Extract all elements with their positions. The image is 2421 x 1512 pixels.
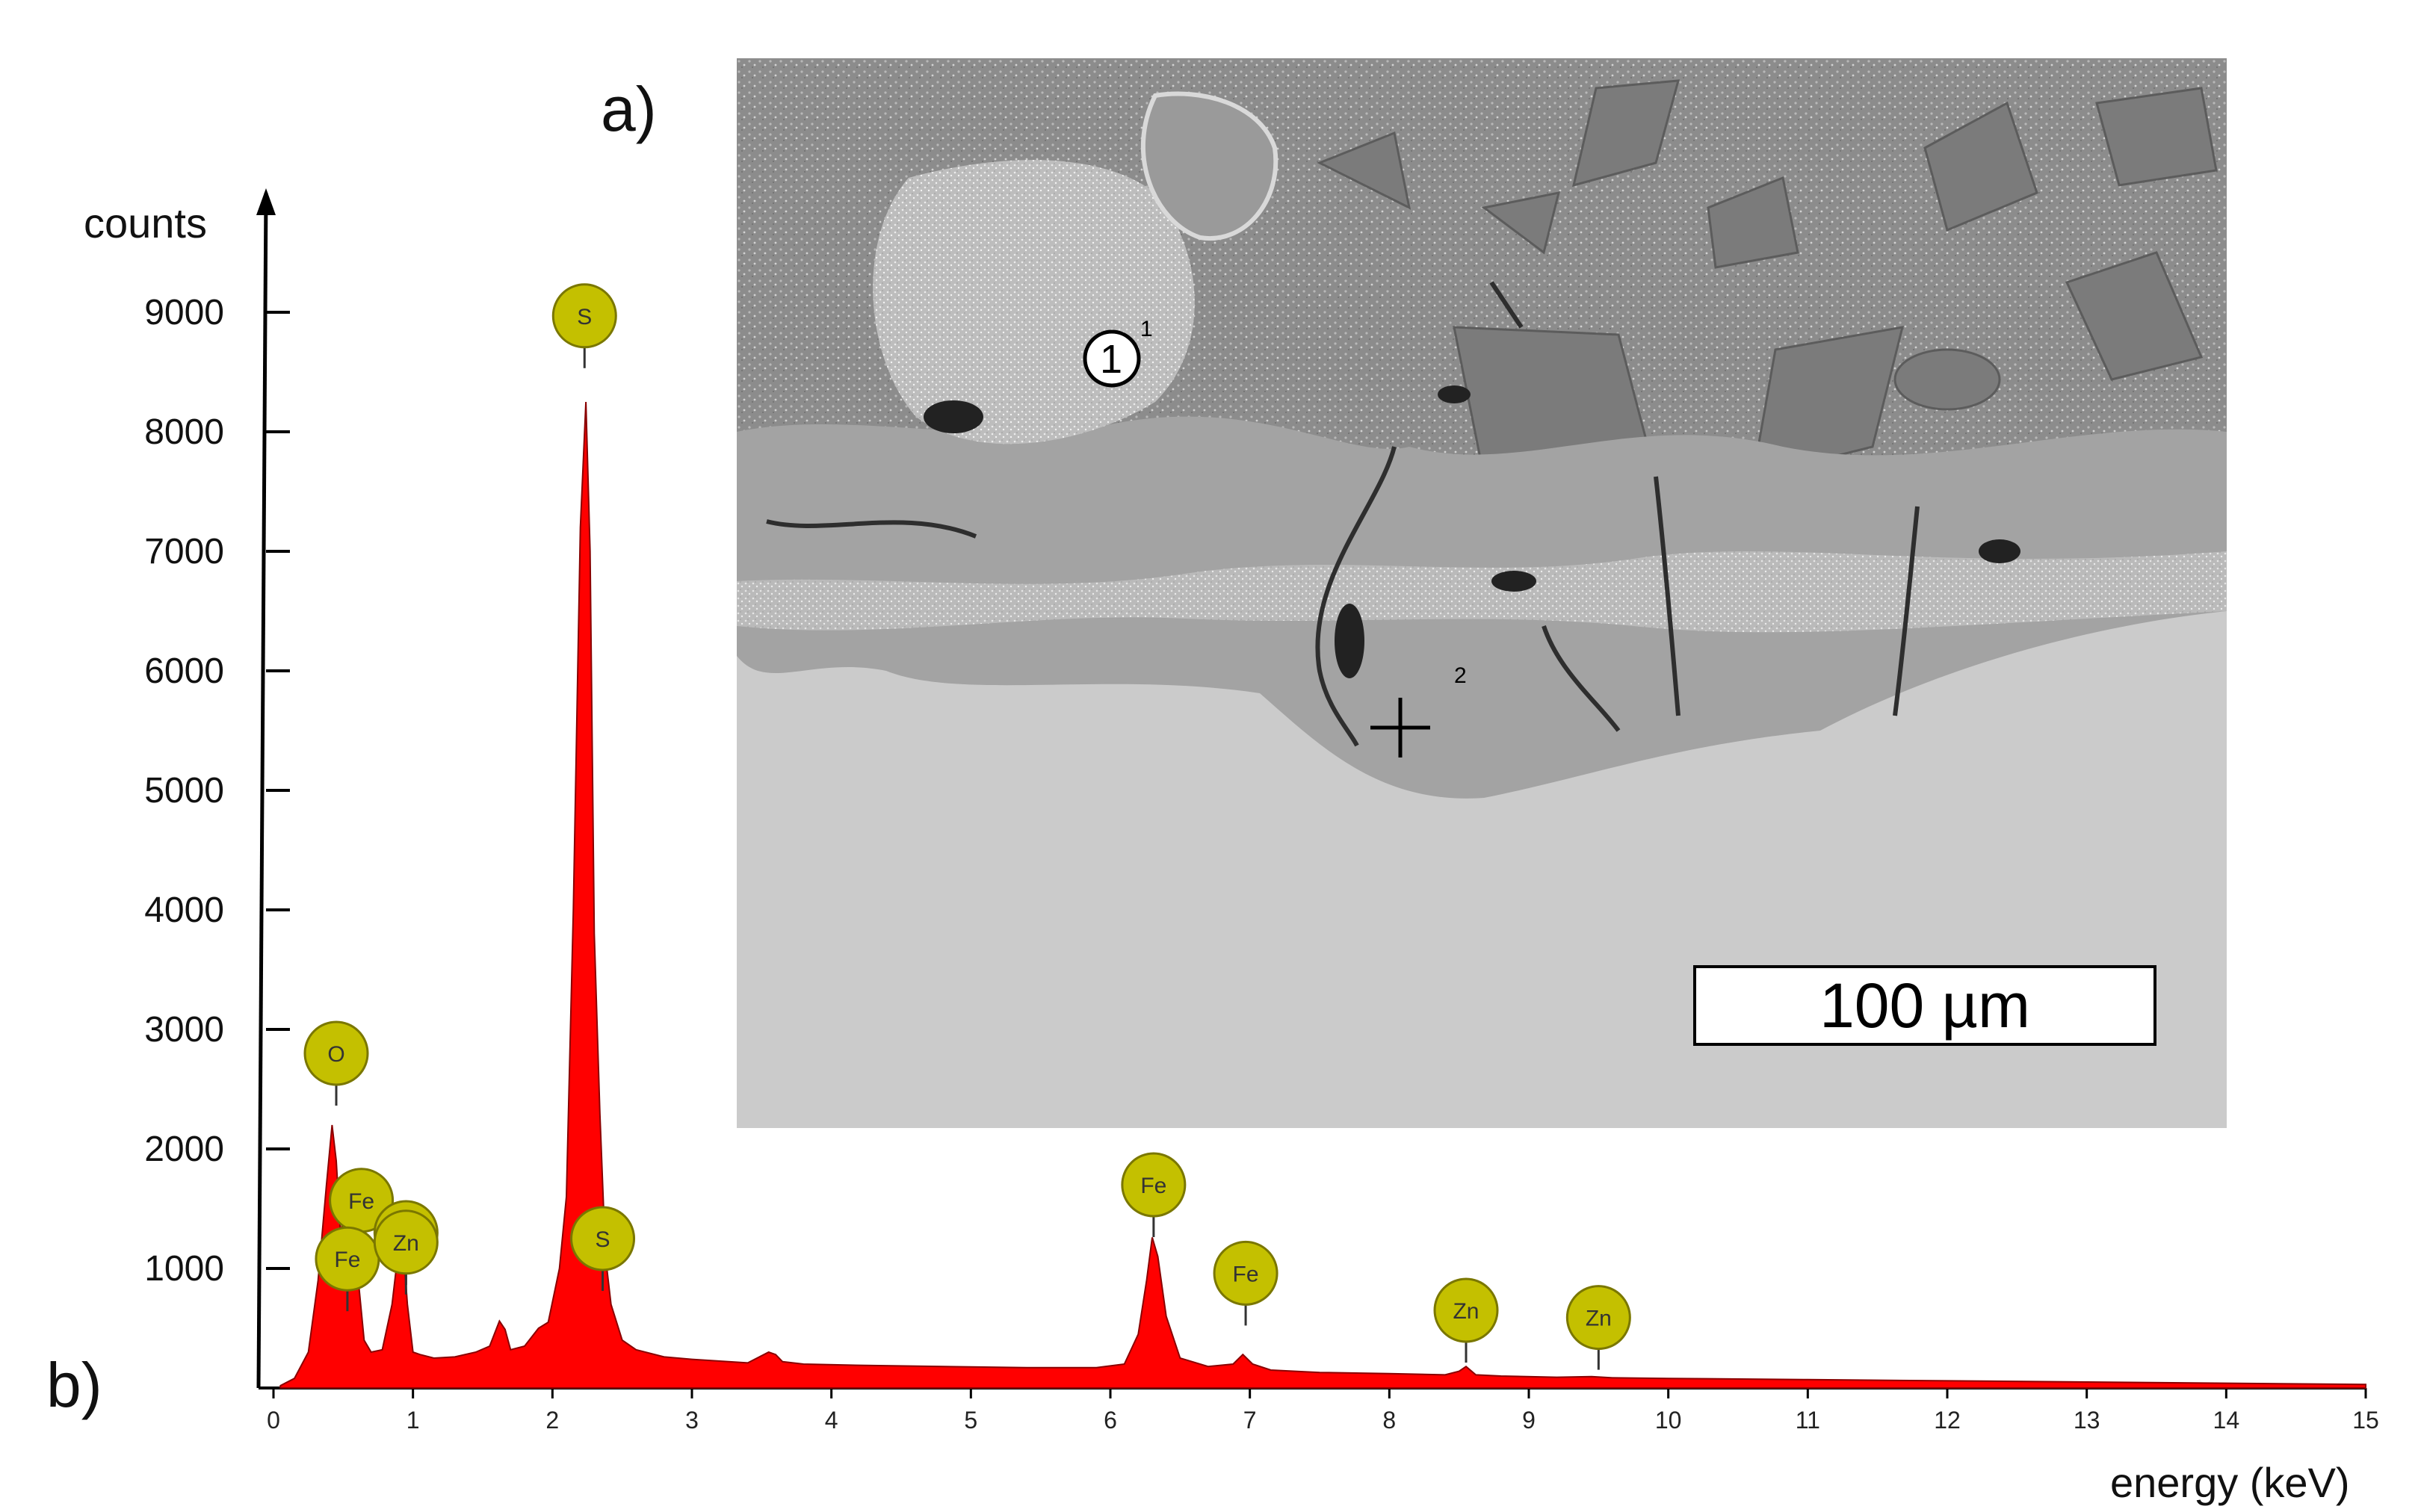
y-axis-line	[256, 192, 268, 1389]
peak-label-zn: Zn	[1565, 1285, 1631, 1370]
peak-label-circle	[1565, 1285, 1631, 1351]
y-tick-label: 1000	[144, 1249, 224, 1289]
panel-label-b: b)	[46, 1350, 102, 1420]
peak-label-text: Fe	[1233, 1262, 1259, 1286]
x-tick-label: 15	[2352, 1407, 2379, 1434]
peak-label-text: Zn	[1453, 1299, 1479, 1324]
peak-label-text: S	[596, 1227, 610, 1252]
y-tick-label: 8000	[144, 412, 224, 452]
x-tick-label: 2	[545, 1407, 559, 1434]
scale-bar: 100 µm	[1693, 965, 2156, 1046]
peak-label-fe: Fe	[1121, 1152, 1187, 1237]
y-tick-label: 5000	[144, 771, 224, 811]
peak-markers: OFeZnFeZnSSFeFeZnZn	[303, 283, 1631, 1370]
point-1-number: 1	[1100, 337, 1123, 382]
x-tick-label: 12	[1934, 1407, 1961, 1434]
x-tick-label: 11	[1796, 1407, 1820, 1434]
peak-label-fe: Fe	[329, 1168, 395, 1253]
peak-label-zn: Zn	[373, 1209, 439, 1295]
peak-label-text: S	[577, 305, 592, 329]
peak-label-s: S	[551, 283, 617, 368]
peak-label-s: S	[570, 1206, 636, 1291]
x-tick-label: 9	[1522, 1407, 1536, 1434]
peak-label-zn: Zn	[1433, 1277, 1499, 1363]
peak-label-text: O	[327, 1042, 344, 1067]
peak-label-text: Zn	[1586, 1307, 1612, 1331]
x-tick-label: 13	[2074, 1407, 2100, 1434]
spectrum-area	[279, 401, 2366, 1389]
peak-label-o: O	[303, 1020, 369, 1106]
y-tick-label: 6000	[144, 651, 224, 691]
x-tick-label: 14	[2213, 1407, 2240, 1434]
analysis-point-1-marker	[1083, 329, 1141, 388]
y-tick-label: 7000	[144, 532, 224, 571]
y-tick-label: 3000	[144, 1010, 224, 1050]
x-tick-label: 4	[825, 1407, 838, 1434]
y-axis-arrow	[256, 188, 276, 215]
point-2-superscript: 2	[1454, 663, 1467, 688]
x-tick-label: 6	[1104, 1407, 1117, 1434]
y-tick-label: 9000	[144, 293, 224, 332]
spectrum-fill	[279, 401, 2366, 1389]
peak-label-text: Zn	[393, 1231, 419, 1256]
peak-label-circle	[1433, 1277, 1499, 1343]
y-tick-label: 2000	[144, 1130, 224, 1169]
x-tick-label: 0	[267, 1407, 280, 1434]
peak-label-text: Fe	[334, 1248, 360, 1272]
x-axis-title: energy (keV)	[2110, 1459, 2350, 1506]
peak-label-text: Fe	[1140, 1174, 1166, 1198]
x-tick-label: 10	[1655, 1407, 1682, 1434]
sem-micrograph-drawing	[737, 58, 2227, 1128]
peak-label-text: Fe	[348, 1189, 374, 1214]
y-tick-label: 4000	[144, 890, 224, 930]
peak-label-circle	[1213, 1240, 1278, 1306]
analysis-point-2-marker	[1370, 698, 1430, 757]
peak-label-fe: Fe	[1213, 1240, 1278, 1326]
x-tick-label: 5	[964, 1407, 977, 1434]
x-tick-label: 7	[1243, 1407, 1257, 1434]
peak-label-circle	[373, 1209, 439, 1275]
point-1-superscript: 1	[1140, 317, 1153, 341]
x-tick-label: 3	[685, 1407, 699, 1434]
peak-label-circle	[303, 1020, 369, 1086]
x-tick-label: 8	[1382, 1407, 1396, 1434]
peak-label-circle	[1121, 1152, 1187, 1218]
x-tick-label: 1	[406, 1407, 420, 1434]
y-axis-title: counts	[84, 199, 207, 247]
panel-label-a: a)	[601, 74, 657, 144]
peak-label-circle	[551, 283, 617, 349]
peak-label-circle	[570, 1206, 636, 1271]
sem-micrograph: 1 1 2 100 µm	[737, 58, 2227, 1128]
